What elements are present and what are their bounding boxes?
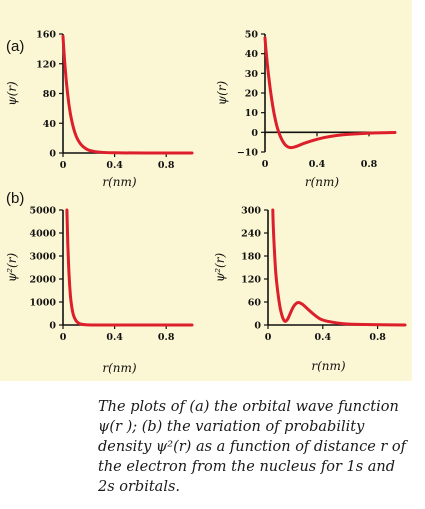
part-label-b: (b): [6, 190, 25, 207]
x-axis-label: r(nm): [311, 359, 346, 373]
x-tick-label: 0.4: [106, 332, 123, 343]
x-tick-label: 0.4: [106, 160, 123, 171]
x-axis-label: r(nm): [305, 175, 340, 189]
y-tick-label: 2000: [30, 275, 57, 286]
y-tick-label: 120: [241, 275, 261, 286]
y-tick-label: 50: [245, 30, 259, 41]
x-tick-label: 0.4: [309, 159, 326, 170]
series-line-psi_1s: [61, 34, 194, 155]
y-tick-label: 300: [241, 206, 261, 217]
figure-panel: [0, 0, 412, 381]
y-tick-label: 240: [241, 229, 261, 240]
y-axis-label: ψ(r): [215, 80, 229, 105]
y-axis-label: ψ(r): [5, 81, 19, 106]
y-tick-label: 4000: [30, 229, 57, 240]
y-tick-label: 80: [43, 89, 57, 100]
y-tick-label: 0: [254, 321, 261, 332]
x-tick-label: 0: [60, 160, 67, 171]
series-line-psi2_1s: [65, 208, 194, 327]
series-line-psi2_2s: [271, 208, 407, 327]
x-tick-label: 0.8: [361, 159, 378, 170]
x-tick-label: 0.4: [315, 332, 332, 343]
y-tick-label: 5000: [30, 206, 57, 217]
y-tick-label: 60: [248, 298, 262, 309]
x-axis-label: r(nm): [102, 361, 137, 375]
y-tick-label: 10: [245, 108, 259, 119]
x-tick-label: 0.8: [158, 160, 175, 171]
x-axis-label: r(nm): [102, 175, 137, 189]
y-axis-label: ψ²(r): [213, 253, 227, 283]
x-tick-label: 0.8: [158, 332, 175, 343]
x-tick-label: 0: [265, 332, 272, 343]
y-tick-label: 3000: [30, 252, 57, 263]
x-tick-label: 0.8: [369, 332, 386, 343]
y-axis-label: ψ²(r): [5, 253, 19, 283]
y-tick-label: 20: [245, 89, 259, 100]
figure-caption: The plots of (a) the orbital wave functi…: [98, 399, 407, 495]
y-tick-label: 30: [245, 69, 259, 80]
y-tick-label: 180: [241, 252, 261, 263]
y-tick-label: 0: [49, 149, 56, 160]
y-tick-label: −10: [237, 148, 259, 159]
y-tick-label: 160: [36, 30, 56, 41]
y-tick-label: 40: [43, 119, 57, 130]
part-label-a: (a): [6, 38, 25, 55]
y-tick-label: 0: [49, 321, 56, 332]
y-tick-label: 40: [245, 49, 259, 60]
x-tick-label: 0: [60, 332, 67, 343]
y-tick-label: 120: [36, 59, 56, 70]
x-tick-label: 0: [262, 159, 269, 170]
y-tick-label: 1000: [30, 298, 57, 309]
y-tick-label: 0: [251, 128, 258, 139]
series-line-psi_2s: [263, 36, 397, 150]
